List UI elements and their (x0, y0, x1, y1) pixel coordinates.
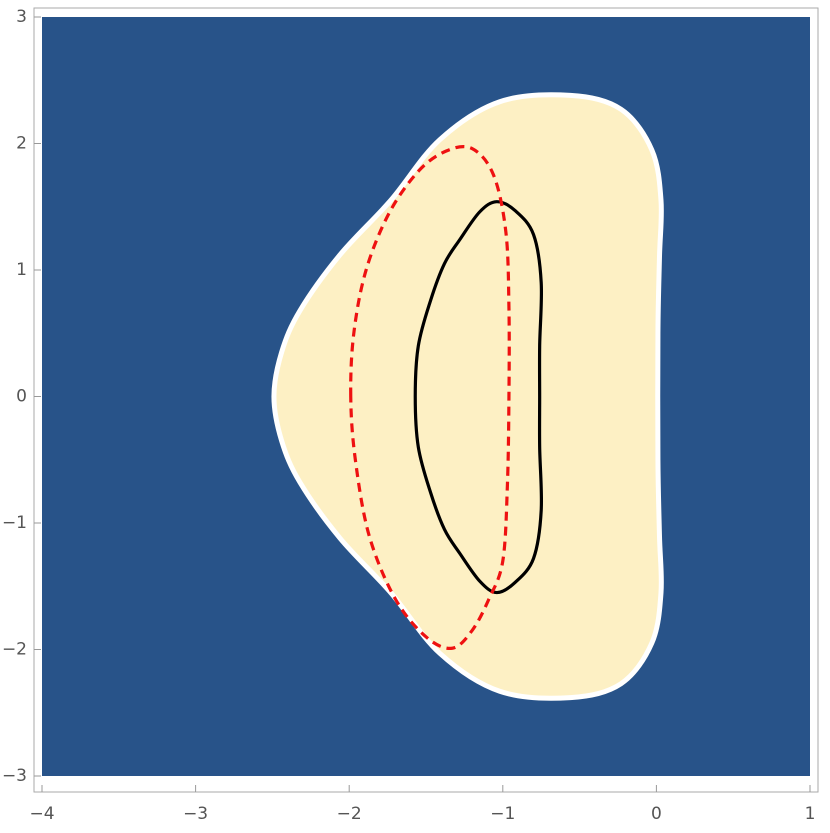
y-tick-label: −1 (2, 513, 27, 533)
y-tick-label: 1 (16, 260, 27, 280)
y-tick-label: −3 (2, 766, 27, 786)
plot-frame (33, 7, 819, 793)
x-tick-label: 0 (651, 804, 662, 824)
y-tick-label: 2 (16, 134, 27, 154)
x-tick-label: −4 (29, 804, 54, 824)
x-tick-label: −3 (183, 804, 208, 824)
curve (349, 145, 511, 650)
curve (413, 200, 544, 595)
y-tick-label: 3 (16, 7, 27, 27)
y-tick-label: −2 (2, 640, 27, 660)
x-tick-label: −1 (490, 804, 515, 824)
x-tick-label: −2 (337, 804, 362, 824)
x-tick-label: 1 (805, 804, 816, 824)
y-tick-label: 0 (16, 387, 27, 407)
